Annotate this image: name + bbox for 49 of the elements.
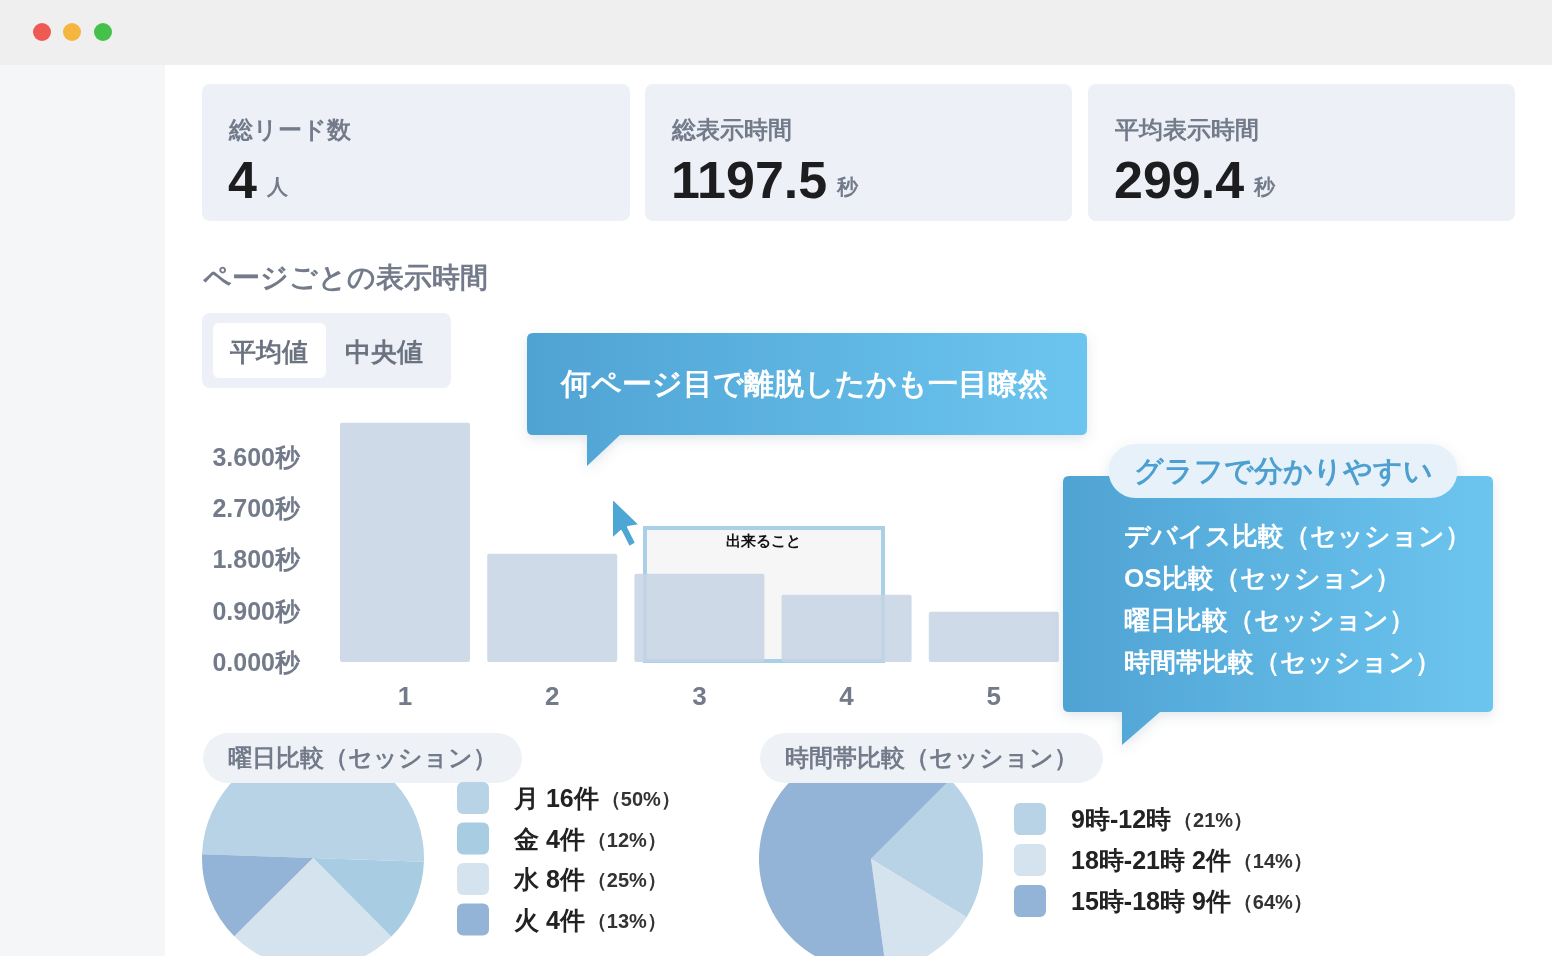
text: 4 xyxy=(228,151,257,209)
legend-label: 火 4件 xyxy=(514,905,585,934)
bar xyxy=(781,594,912,662)
legend-label: 月 16件 xyxy=(513,784,599,812)
chart-title: ページごとの表示時間 xyxy=(202,261,488,293)
text: 平均値 xyxy=(229,337,308,367)
text: 人 xyxy=(265,174,289,198)
text: デバイス比較（セッション） xyxy=(1124,521,1471,551)
bar xyxy=(634,573,765,662)
text: 曜日比較（セッション） xyxy=(1124,605,1415,635)
x-tick-label: 1 xyxy=(397,681,413,711)
y-tick-label: 0.900秒 xyxy=(212,596,301,625)
text: 平均表示時間 xyxy=(1114,115,1259,143)
data-label: （13%） xyxy=(586,909,667,932)
data-label: （64%） xyxy=(1232,891,1313,913)
y-tick-label: 1.800秒 xyxy=(212,545,301,574)
data-label: （14%） xyxy=(1232,850,1313,872)
annotation: 出来ること xyxy=(725,531,801,549)
legend-label: 18時-21時 2件 xyxy=(1071,846,1231,874)
text: 1197.5 xyxy=(671,151,828,209)
y-tick-label: 2.700秒 xyxy=(212,494,301,523)
legend-label: 水 8件 xyxy=(513,865,585,893)
bar xyxy=(487,553,618,662)
legend-label: 9時-12時 xyxy=(1071,805,1172,833)
text: グラフで分かりやすい xyxy=(1133,455,1433,487)
x-tick-label: 3 xyxy=(692,681,707,711)
legend-label: 金 4件 xyxy=(513,824,585,853)
text: 299.4 xyxy=(1114,151,1245,209)
text: 秒 xyxy=(1253,174,1277,198)
data-label: （50%） xyxy=(600,788,681,810)
bar xyxy=(340,422,470,662)
data-label: （12%） xyxy=(586,828,667,851)
x-tick-label: 5 xyxy=(986,681,1002,711)
text: 中央値 xyxy=(345,337,423,367)
y-tick-label: 3.600秒 xyxy=(212,442,301,471)
x-tick-label: 2 xyxy=(544,681,560,711)
y-tick-label: 0.000秒 xyxy=(212,648,301,676)
bar xyxy=(928,611,1059,662)
text: OS比較（セッション） xyxy=(1124,563,1401,593)
text: 総リード数 xyxy=(228,115,352,143)
x-tick-label: 4 xyxy=(839,681,855,711)
text: 時間帯比較（セッション） xyxy=(1124,647,1441,677)
chart-title: 時間帯比較（セッション） xyxy=(785,743,1078,771)
legend-label: 15時-18時 9件 xyxy=(1071,887,1231,915)
data-label: （25%） xyxy=(586,869,667,891)
chart-title: 曜日比較（セッション） xyxy=(228,743,497,771)
data-label: （21%） xyxy=(1173,809,1254,831)
text: 総表示時間 xyxy=(671,115,792,143)
text: 秒 xyxy=(836,174,860,198)
